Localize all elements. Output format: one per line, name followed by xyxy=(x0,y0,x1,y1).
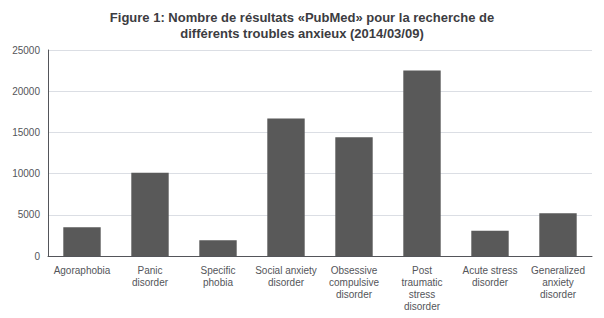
svg-text:20000: 20000 xyxy=(12,86,40,97)
svg-text:différents troubles anxieux (2: différents troubles anxieux (2014/03/09) xyxy=(180,26,423,41)
svg-text:Acute stress: Acute stress xyxy=(462,265,517,276)
svg-text:disorder: disorder xyxy=(472,277,509,288)
svg-text:Specific: Specific xyxy=(200,265,235,276)
svg-text:disorder: disorder xyxy=(132,277,169,288)
svg-text:0: 0 xyxy=(34,251,40,262)
svg-text:stress: stress xyxy=(409,289,436,300)
svg-text:5000: 5000 xyxy=(18,209,41,220)
svg-text:Post: Post xyxy=(412,265,432,276)
svg-text:Social anxiety: Social anxiety xyxy=(255,265,317,276)
svg-text:traumatic: traumatic xyxy=(401,277,442,288)
svg-text:disorder: disorder xyxy=(404,301,441,312)
svg-text:Obsessive: Obsessive xyxy=(331,265,378,276)
svg-text:15000: 15000 xyxy=(12,127,40,138)
svg-text:disorder: disorder xyxy=(336,289,373,300)
svg-text:disorder: disorder xyxy=(268,277,305,288)
svg-text:25000: 25000 xyxy=(12,45,40,56)
svg-text:anxiety: anxiety xyxy=(542,277,574,288)
svg-text:disorder: disorder xyxy=(540,289,577,300)
svg-text:Panic: Panic xyxy=(137,265,162,276)
svg-text:Figure 1: Nombre de résultats: Figure 1: Nombre de résultats «PubMed» p… xyxy=(110,10,494,25)
svg-text:phobia: phobia xyxy=(203,277,233,288)
svg-text:10000: 10000 xyxy=(12,168,40,179)
svg-text:Agoraphobia: Agoraphobia xyxy=(54,265,111,276)
svg-text:compulsive: compulsive xyxy=(329,277,379,288)
svg-text:Generalized: Generalized xyxy=(531,265,585,276)
